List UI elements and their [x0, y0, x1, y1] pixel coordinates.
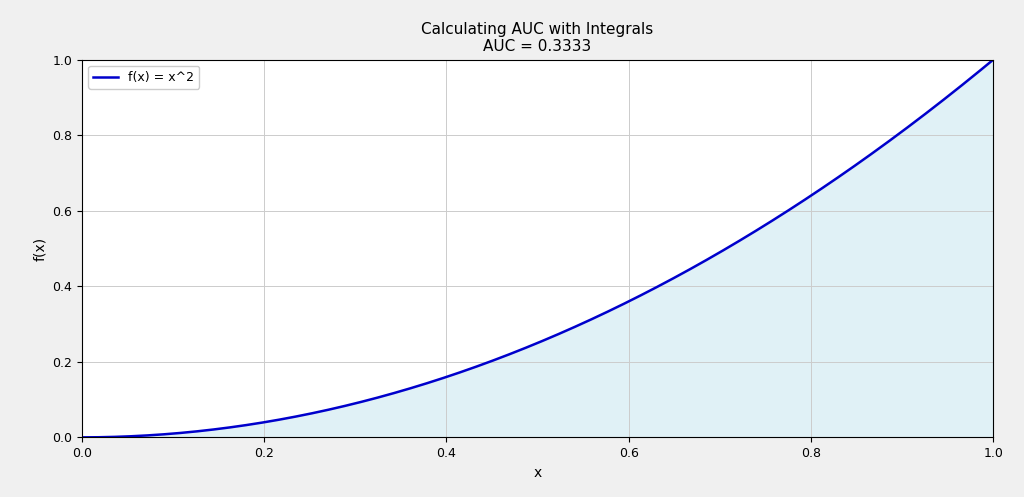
f(x) = x^2 [966, 75, 978, 81]
f(x) = x^2 [618, 301, 631, 307]
X-axis label: x: x [534, 466, 542, 480]
f(x) = x^2 [509, 349, 521, 355]
f(x) = x^2 [987, 57, 999, 63]
Title: Calculating AUC with Integrals
AUC = 0.3333: Calculating AUC with Integrals AUC = 0.3… [422, 22, 653, 54]
Line: f(x) = x^2: f(x) = x^2 [82, 60, 993, 437]
f(x) = x^2 [569, 324, 582, 330]
Legend: f(x) = x^2: f(x) = x^2 [88, 66, 200, 89]
f(x) = x^2 [514, 347, 526, 353]
Y-axis label: f(x): f(x) [33, 237, 47, 260]
f(x) = x^2 [822, 180, 835, 186]
f(x) = x^2 [76, 434, 88, 440]
